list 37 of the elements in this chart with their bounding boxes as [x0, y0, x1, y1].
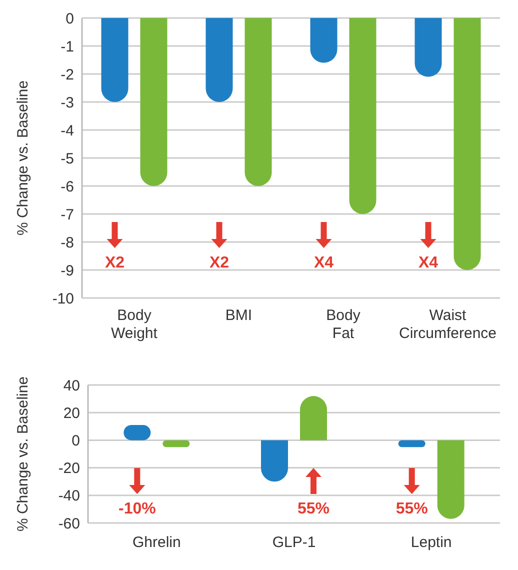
bar — [398, 440, 426, 448]
annotation: 55% — [396, 500, 428, 518]
y-tick-label: 40 — [63, 377, 80, 394]
annotation: X4 — [418, 254, 438, 272]
annotation: X2 — [104, 254, 125, 272]
y-tick-label: -1 — [60, 38, 74, 56]
y-tick-label: 0 — [72, 432, 80, 450]
x-tick-label: Waist Circumference — [398, 307, 497, 342]
y-axis-title: % Change vs. Baseline — [14, 376, 32, 532]
bar — [300, 396, 327, 440]
annotation: X4 — [314, 254, 334, 272]
annotation: 55% — [297, 500, 330, 518]
y-tick-label: 20 — [63, 404, 80, 422]
x-tick-label: Leptin — [410, 534, 452, 551]
y-tick-label: -6 — [60, 178, 74, 196]
y-tick-label: -4 — [60, 122, 74, 140]
y-tick-label: 0 — [66, 10, 74, 28]
annotation: -10% — [118, 500, 156, 518]
y-tick-label: -7 — [60, 206, 74, 224]
y-tick-label: -3 — [60, 94, 74, 112]
x-tick-label: GLP-1 — [272, 534, 316, 551]
y-tick-label: -40 — [58, 488, 80, 505]
y-axis-title: % Change vs. Baseline — [14, 80, 32, 236]
y-tick-label: -2 — [60, 66, 74, 84]
x-tick-label: Body Weight — [111, 307, 158, 342]
y-tick-label: -9 — [60, 262, 74, 280]
y-tick-label: -20 — [58, 460, 80, 478]
x-tick-label: Ghrelin — [132, 534, 181, 551]
y-tick-label: -60 — [58, 515, 80, 532]
bar — [437, 440, 464, 519]
y-tick-label: -8 — [60, 234, 74, 252]
y-tick-label: -5 — [60, 150, 74, 168]
y-tick-label: -10 — [52, 290, 74, 308]
x-tick-label: BMI — [225, 307, 252, 324]
annotation: X2 — [209, 254, 230, 272]
x-tick-label: Body Fat — [326, 307, 361, 342]
bar — [162, 440, 190, 448]
